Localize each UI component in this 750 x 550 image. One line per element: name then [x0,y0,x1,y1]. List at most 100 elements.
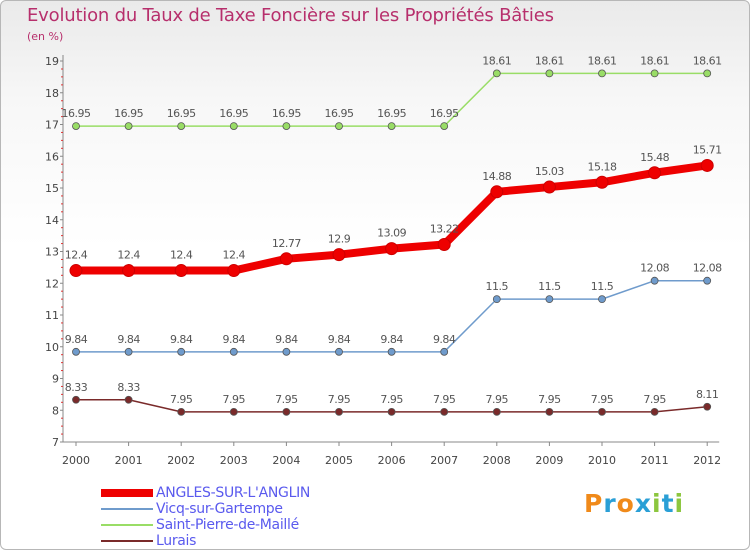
data-label: 18.61 [693,54,722,67]
data-point [440,122,449,130]
data-label: 7.95 [223,393,246,406]
y-tick-label: 9 [52,373,59,386]
data-label: 7.95 [643,393,666,406]
data-label: 18.61 [588,54,617,67]
y-tick-label: 15 [45,182,59,195]
data-point [72,122,80,130]
data-label: 11.5 [538,280,561,293]
x-tick-label: 2004 [272,454,300,467]
data-label: 13.09 [377,227,406,240]
data-point [703,69,712,78]
data-label: 18.61 [535,54,564,67]
data-point [332,248,346,262]
data-point [387,122,396,130]
y-tick-label: 18 [45,87,59,100]
data-point [650,69,659,78]
data-point [492,407,501,416]
data-point [545,407,554,416]
data-label: 16.95 [377,107,406,120]
y-tick-label: 14 [45,214,59,227]
data-label: 8.33 [117,381,140,394]
data-label: 9.84 [433,333,456,346]
data-label: 12.4 [170,249,193,262]
logo-letter: r [603,489,617,518]
data-point [335,347,343,356]
data-point [124,395,133,404]
data-label: 12.77 [272,237,301,250]
legend-swatch [101,524,153,526]
legend-label: Vicq-sur-Gartempe [156,501,283,517]
x-tick-label: 2001 [115,454,143,467]
data-point [542,180,556,194]
data-label: 14.88 [482,170,511,183]
data-point [282,347,291,356]
y-tick-label: 19 [45,55,59,68]
data-point [335,407,343,416]
legend-swatch [101,489,153,497]
data-label: 16.95 [114,107,143,120]
data-label: 18.61 [640,54,669,67]
data-point [282,122,291,130]
y-tick-label: 16 [45,150,59,163]
data-label: 8.33 [65,381,88,394]
legend-item: Lurais [101,533,361,549]
data-label: 12.4 [223,249,246,262]
data-label: 13.22 [430,223,459,236]
data-point [124,347,133,356]
data-point [335,122,343,130]
data-point [387,347,396,356]
x-tick-label: 2003 [220,454,248,467]
logo-letter: x [634,489,652,518]
data-label: 16.95 [325,107,354,120]
data-label: 16.95 [272,107,301,120]
data-label: 15.48 [640,151,669,164]
x-tick-label: 2007 [430,454,458,467]
chart-legend: ANGLES-SUR-L'ANGLIN Vicq-sur-Gartempe Sain… [101,485,361,549]
data-label: 16.95 [167,107,196,120]
y-tick-label: 13 [45,246,59,259]
legend-swatch [101,508,153,510]
data-label: 15.03 [535,165,564,178]
x-tick-label: 2000 [62,454,90,467]
legend-label: Lurais [156,533,197,549]
data-point [650,407,659,416]
data-point [598,295,606,304]
data-label: 11.5 [486,280,509,293]
x-tick-label: 2009 [535,454,563,467]
data-point [595,175,609,189]
data-point [545,69,554,78]
data-point [229,347,238,356]
data-point [72,395,80,404]
data-label: 9.84 [275,333,298,346]
y-tick-label: 11 [45,309,59,322]
data-point [229,407,238,416]
data-label: 7.95 [433,393,456,406]
data-label: 12.08 [693,262,722,275]
data-label: 9.84 [117,333,140,346]
data-label: 7.95 [486,393,509,406]
data-label: 11.5 [591,280,614,293]
data-label: 15.71 [693,143,722,156]
proxiti-logo: Proxiti [584,489,684,518]
data-point [598,69,606,78]
data-point [385,242,399,256]
data-point [650,276,659,285]
data-point [703,276,712,285]
x-tick-label: 2008 [483,454,511,467]
y-tick-label: 17 [45,119,59,132]
data-point [387,407,396,416]
data-point [598,407,606,416]
legend-item: Saint-Pierre-de-Maillé [101,517,361,533]
data-point [703,402,712,411]
data-label: 15.18 [588,160,617,173]
data-label: 9.84 [223,333,246,346]
legend-item: ANGLES-SUR-L'ANGLIN [101,485,361,501]
chart-title: Evolution du Taux de Taxe Foncière sur l… [27,5,554,26]
x-tick-label: 2005 [325,454,353,467]
logo-letter: o [616,489,635,518]
data-point [177,122,186,130]
data-point [227,264,241,278]
data-point [124,122,133,130]
data-label: 7.95 [328,393,351,406]
